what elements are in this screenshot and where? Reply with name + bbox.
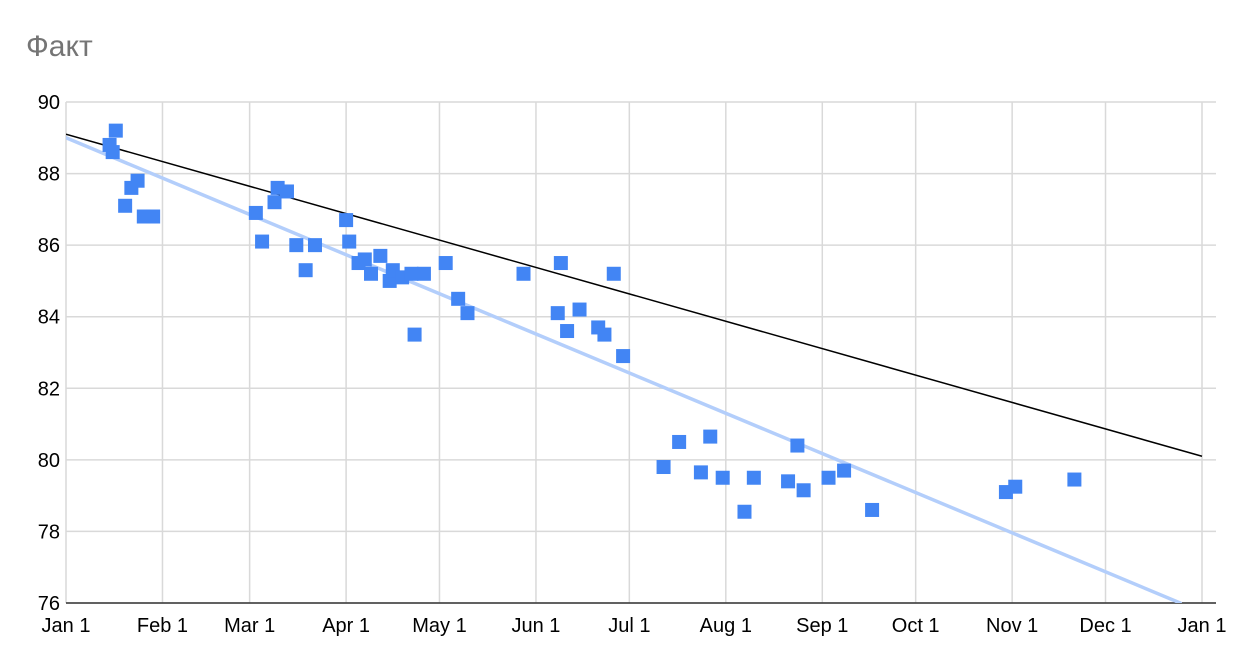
x-tick-label: May 1 [412,615,466,637]
data-point [279,184,294,199]
data-point [597,327,612,342]
data-point [821,470,836,485]
y-tick-label: 90 [38,92,60,114]
data-point [516,266,531,281]
data-point [553,256,568,271]
x-tick-label: Oct 1 [892,615,940,637]
data-point [364,266,379,281]
x-tick-label: Jun 1 [511,615,560,637]
data-point [781,474,796,489]
x-tick-label: Mar 1 [224,615,275,637]
gridlines [65,101,1216,604]
data-point [703,429,718,444]
data-point [1008,479,1023,494]
y-tick-label: 80 [38,450,60,472]
y-tick-label: 78 [38,521,60,543]
y-tick-label: 84 [38,307,60,329]
data-points [102,123,1082,519]
x-tick-label: Apr 1 [322,615,370,637]
data-point [357,252,372,267]
data-point [404,266,419,281]
data-point [267,195,282,210]
data-point [715,470,730,485]
data-point [339,213,354,228]
data-point [790,438,805,453]
data-point [560,324,575,339]
data-point [438,256,453,271]
target-line [66,133,1203,458]
data-point [746,470,761,485]
data-point [118,198,133,213]
data-point [416,266,431,281]
data-point [606,266,621,281]
data-point [672,434,687,449]
x-tick-label: Jan 1 [42,615,91,637]
data-point [146,209,161,224]
data-point [298,263,313,278]
data-point [108,123,123,138]
tick-labels: 76 78 80 82 84 86 88 90 Jan 1 Feb 1 Mar 1 Apr 1 May … [38,92,1227,637]
data-point [105,145,120,160]
y-tick-label: 88 [38,164,60,186]
y-tick-label: 86 [38,235,60,257]
data-point [289,238,304,253]
x-tick-label: Dec 1 [1079,615,1131,637]
data-point [616,349,631,364]
data-point [255,234,270,249]
data-point [373,248,388,263]
x-tick-label: Nov 1 [986,615,1038,637]
y-tick-label: 82 [38,378,60,400]
data-point [1067,472,1082,487]
x-tick-label: Aug 1 [700,615,752,637]
trendline [66,136,1182,603]
data-point [693,465,708,480]
data-point [837,463,852,478]
data-point [737,504,752,519]
data-point [130,173,145,188]
data-point [342,234,357,249]
reference-lines [66,133,1203,603]
data-point [656,460,671,475]
data-point [407,327,422,342]
y-tick-label: 76 [38,593,60,615]
data-point [248,205,263,220]
data-point [451,291,466,306]
data-point [382,273,397,288]
data-point [796,483,811,498]
chart-title: Факт [26,30,93,63]
data-point [550,306,565,321]
x-tick-label: Feb 1 [137,615,188,637]
data-point [460,306,475,321]
x-tick-label: Jul 1 [608,615,650,637]
data-point [307,238,322,253]
data-point [865,502,880,517]
x-tick-label: Sep 1 [796,615,848,637]
x-tick-label: Jan 1 [1178,615,1227,637]
data-point [572,302,587,317]
